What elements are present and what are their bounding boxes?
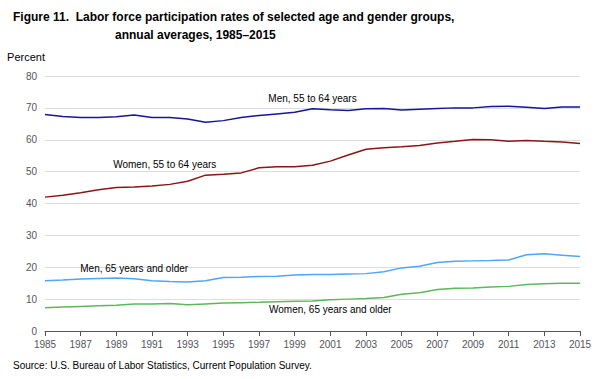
svg-text:2011: 2011: [498, 339, 520, 350]
svg-text:2009: 2009: [462, 339, 485, 350]
svg-text:1999: 1999: [284, 339, 307, 350]
svg-text:Men, 65 years and older: Men, 65 years and older: [80, 263, 189, 274]
svg-text:0: 0: [31, 326, 37, 337]
svg-text:2013: 2013: [533, 339, 556, 350]
svg-text:Percent: Percent: [7, 51, 45, 63]
svg-text:Women, 55 to 64 years: Women, 55 to 64 years: [113, 159, 216, 170]
svg-text:1993: 1993: [177, 339, 200, 350]
svg-text:annual averages, 1985–2015: annual averages, 1985–2015: [115, 28, 276, 42]
svg-text:2007: 2007: [426, 339, 449, 350]
svg-text:60: 60: [26, 134, 38, 145]
svg-text:1989: 1989: [105, 339, 128, 350]
svg-text:2005: 2005: [391, 339, 414, 350]
svg-text:10: 10: [26, 294, 38, 305]
svg-text:2001: 2001: [319, 339, 342, 350]
svg-text:1987: 1987: [70, 339, 93, 350]
svg-text:1995: 1995: [212, 339, 235, 350]
svg-text:1997: 1997: [248, 339, 271, 350]
svg-text:Figure 11. Labor force partic: Figure 11. Labor force participation rat…: [13, 10, 454, 24]
svg-text:Source: U.S. Bureau of Labor S: Source: U.S. Bureau of Labor Statistics,…: [13, 360, 312, 371]
svg-text:Men, 55 to 64 years: Men, 55 to 64 years: [268, 93, 356, 104]
svg-text:70: 70: [26, 102, 38, 113]
svg-text:2003: 2003: [355, 339, 378, 350]
svg-text:40: 40: [26, 198, 38, 209]
svg-text:2015: 2015: [569, 339, 592, 350]
svg-text:80: 80: [26, 71, 38, 82]
svg-text:30: 30: [26, 230, 38, 241]
svg-text:50: 50: [26, 166, 38, 177]
svg-text:Women, 65 years and older: Women, 65 years and older: [269, 304, 392, 315]
svg-text:20: 20: [26, 262, 38, 273]
svg-text:1985: 1985: [34, 339, 57, 350]
svg-text:1991: 1991: [141, 339, 164, 350]
